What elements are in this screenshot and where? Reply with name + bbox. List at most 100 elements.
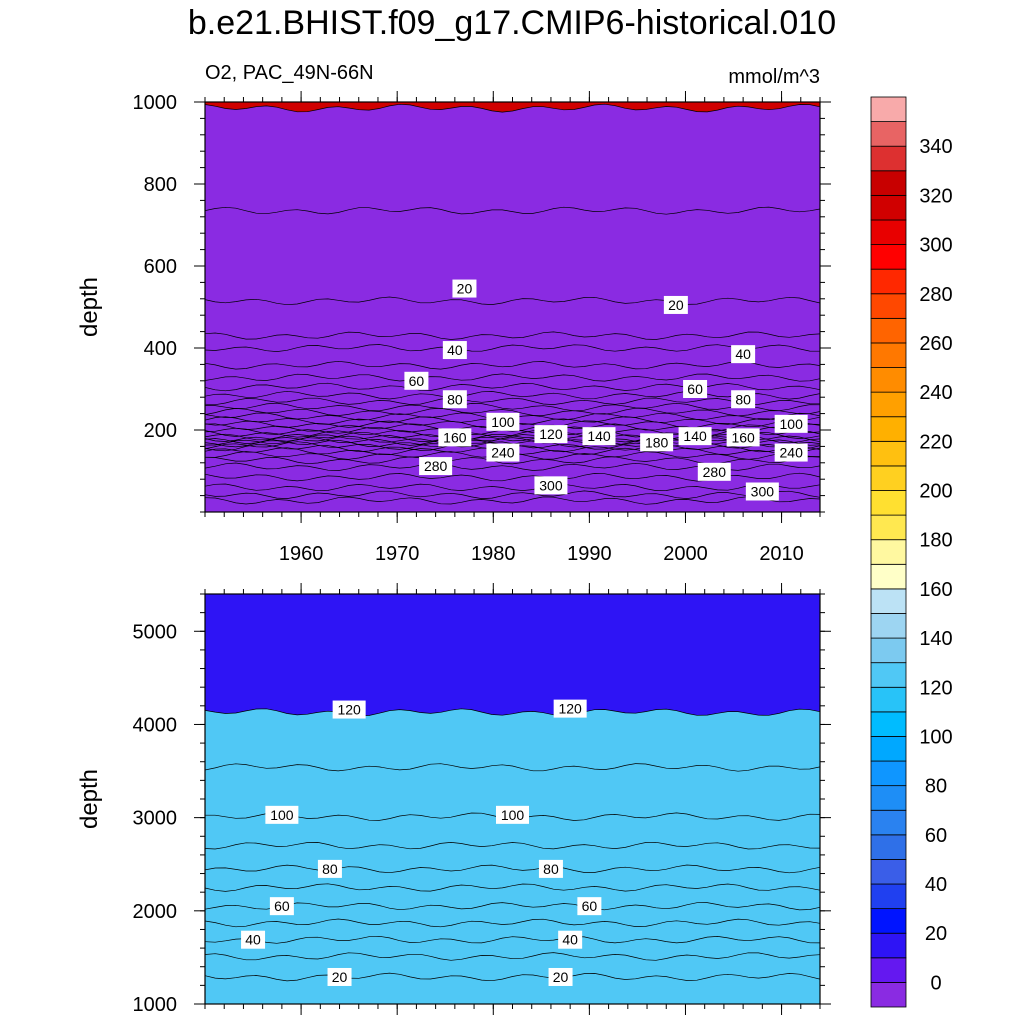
contour-label-text: 160 [731, 429, 755, 445]
contour-label-box [317, 859, 342, 878]
contour-label-text: 40 [245, 932, 261, 948]
colorbar-swatch [870, 145, 907, 172]
colorbar-swatch [870, 613, 907, 639]
contour-label-text: 60 [582, 898, 598, 914]
contour-label-box [486, 412, 520, 431]
colorbar-tick-label: 80 [925, 776, 947, 798]
contour-label: 80 [442, 390, 467, 409]
colorbar-swatch [870, 785, 907, 811]
colorbar-tick-label: 0 [930, 972, 941, 994]
contour-label: 120 [534, 425, 568, 444]
contour-label-box [731, 345, 756, 364]
contour-label: 240 [486, 443, 520, 462]
contour-fill-group [205, 594, 820, 1004]
contour-label-box [442, 341, 467, 360]
colorbar-swatch [870, 219, 907, 245]
contour-label: 40 [558, 930, 583, 949]
colorbar-swatch [870, 760, 907, 787]
contour-label-text: 280 [703, 464, 727, 480]
y-tick-label: 3000 [133, 808, 178, 830]
contour-label: 100 [486, 412, 520, 431]
y-axis-label: depth [76, 277, 103, 337]
y-tick-label: 400 [144, 338, 177, 360]
colorbar: 0 20 40 60 80 100 120 140 160 180 200 220 240 260 280 3… [870, 96, 953, 1008]
contour-label-box [774, 414, 808, 433]
contour-label-text: 60 [274, 898, 290, 914]
contour-label-text: 60 [409, 373, 425, 389]
units-label: mmol/m^3 [728, 66, 820, 88]
contour-label: 20 [327, 967, 352, 986]
colorbar-swatch [870, 809, 907, 836]
contour-label-box [452, 279, 477, 298]
contour-line [205, 441, 820, 450]
contour-label: 240 [774, 443, 808, 462]
contour-line [205, 883, 820, 892]
contour-label-text: 80 [322, 861, 338, 877]
contour-label-text: 120 [558, 701, 582, 717]
colorbar-swatch [870, 490, 907, 516]
contour-label: 120 [553, 699, 587, 718]
contour-label-box [558, 930, 583, 949]
contour-line [205, 206, 820, 215]
x-tick-label: 2010 [759, 543, 804, 565]
contour-label: 60 [577, 897, 602, 916]
contour-label-box [269, 897, 294, 916]
colorbar-tick-label: 240 [919, 382, 952, 404]
colorbar-tick-label: 280 [919, 284, 952, 306]
contour-label: 40 [442, 341, 467, 360]
colorbar-swatch [870, 932, 907, 959]
contour-line [205, 397, 820, 406]
colorbar-tick-label: 180 [919, 530, 952, 552]
contour-label-box [683, 380, 708, 398]
colorbar-swatch [870, 539, 907, 565]
contour-label: 280 [697, 462, 731, 481]
contour-label-box [534, 476, 568, 495]
contour-label: 100 [265, 805, 299, 824]
contour-label-box [327, 967, 352, 986]
contour-line [205, 360, 820, 370]
contour-line [205, 407, 820, 417]
contour-label: 80 [538, 859, 563, 878]
y-tick-label: 2000 [133, 901, 178, 923]
colorbar-swatch [870, 121, 907, 147]
contour-label: 160 [726, 428, 760, 447]
contour-band [205, 104, 820, 512]
contour-label: 120 [332, 700, 366, 719]
colorbar-swatch [870, 637, 907, 664]
colorbar-swatch [870, 982, 907, 1008]
contour-line [205, 382, 820, 392]
contour-label-box [745, 482, 779, 501]
colorbar-swatch [870, 686, 907, 713]
y-tick-label: 1000 [133, 92, 178, 114]
contour-label-text: 40 [735, 346, 751, 362]
contour-line [205, 373, 820, 382]
contour-label-text: 300 [539, 477, 563, 493]
contour-label-text: 80 [543, 861, 559, 877]
colorbar-swatch [870, 563, 907, 590]
contour-line [205, 429, 820, 438]
y-tick-label: 200 [144, 420, 177, 442]
variable-region-label: O2, PAC_49N-66N [205, 62, 374, 84]
contour-label: 20 [548, 967, 573, 986]
contour-label: 100 [496, 805, 529, 824]
contour-line [205, 103, 820, 113]
contour-label: 300 [745, 482, 779, 501]
contour-label-box [438, 428, 472, 447]
contour-label-text: 140 [587, 428, 611, 444]
contour-line [205, 935, 820, 944]
colorbar-swatch [870, 293, 907, 319]
colorbar-swatch [870, 440, 907, 467]
y-tick-label: 1000 [133, 994, 178, 1016]
contour-label-text: 60 [687, 381, 703, 397]
contour-label-text: 180 [645, 434, 669, 450]
colorbar-swatch [870, 588, 907, 614]
contour-line [205, 390, 820, 400]
contour-label-text: 300 [751, 484, 775, 500]
contour-label-box [731, 390, 756, 409]
contour-label: 20 [452, 279, 477, 298]
colorbar-swatch [870, 957, 907, 983]
contour-label: 80 [731, 390, 756, 409]
colorbar-swatch [870, 908, 907, 934]
colorbar-swatch [870, 465, 907, 491]
contour-label-text: 100 [491, 414, 515, 430]
